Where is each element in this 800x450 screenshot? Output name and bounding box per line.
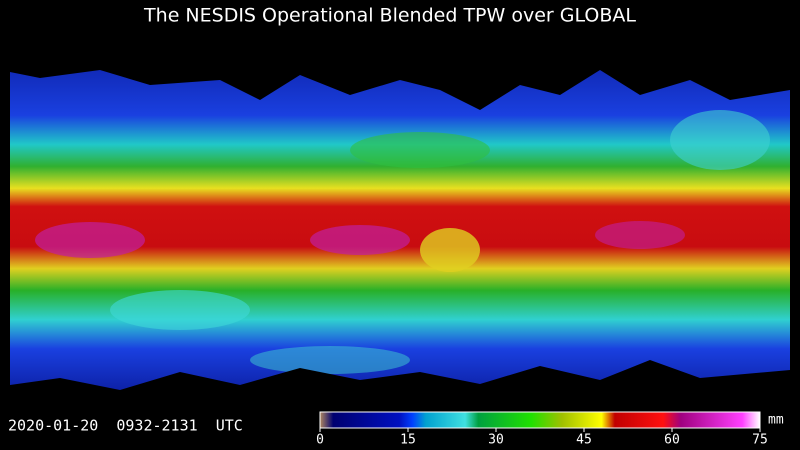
colorbar-tick-label: 0: [316, 433, 324, 448]
colorbar-tick-label: 75: [752, 433, 768, 448]
colorbar-unit: mm: [768, 413, 784, 428]
colorbar: [319, 411, 761, 429]
colorbar-tick-label: 60: [664, 433, 680, 448]
colorbar-tick-label: 15: [400, 433, 416, 448]
colorbar-tick-label: 45: [576, 433, 592, 448]
land-mask: [10, 35, 790, 400]
timestamp: 2020-01-20 0932-2131 UTC: [8, 417, 243, 435]
tpw-field: [10, 35, 790, 400]
map-title: The NESDIS Operational Blended TPW over …: [143, 5, 636, 27]
colorbar-tick-label: 30: [488, 433, 504, 448]
